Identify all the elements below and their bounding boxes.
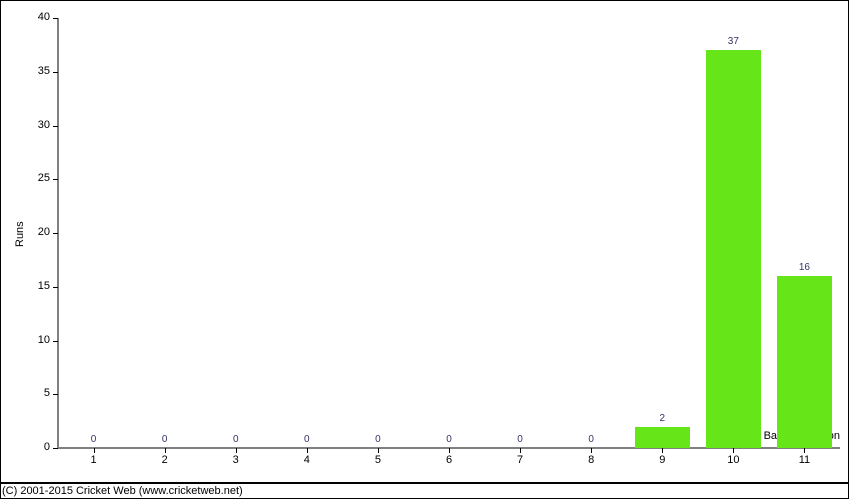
bar-value-label: 0 xyxy=(208,434,263,445)
y-tick xyxy=(53,287,58,288)
y-tick-label: 15 xyxy=(0,280,50,292)
y-tick-label: 25 xyxy=(0,172,50,184)
x-tick xyxy=(662,448,663,453)
x-tick xyxy=(165,448,166,453)
x-tick xyxy=(520,448,521,453)
x-tick-label: 2 xyxy=(145,454,185,466)
y-tick-label: 5 xyxy=(0,387,50,399)
y-tick xyxy=(53,179,58,180)
x-tick-label: 8 xyxy=(571,454,611,466)
bar xyxy=(777,276,832,448)
y-tick-label: 40 xyxy=(0,11,50,23)
y-tick-label: 30 xyxy=(0,119,50,131)
y-tick-label: 20 xyxy=(0,226,50,238)
bar-value-label: 0 xyxy=(421,434,476,445)
y-tick-label: 10 xyxy=(0,334,50,346)
bar-value-label: 0 xyxy=(137,434,192,445)
bar xyxy=(706,50,761,448)
x-tick xyxy=(804,448,805,453)
bar-value-label: 37 xyxy=(706,36,761,47)
x-tick-label: 7 xyxy=(500,454,540,466)
y-tick xyxy=(53,18,58,19)
bar-value-label: 0 xyxy=(563,434,618,445)
bar-value-label: 2 xyxy=(635,413,690,424)
x-tick-label: 5 xyxy=(358,454,398,466)
bar-value-label: 0 xyxy=(350,434,405,445)
bar-value-label: 0 xyxy=(492,434,547,445)
y-tick xyxy=(53,341,58,342)
x-tick-label: 4 xyxy=(287,454,327,466)
y-tick-label: 0 xyxy=(0,441,50,453)
x-tick xyxy=(236,448,237,453)
x-tick xyxy=(94,448,95,453)
x-tick xyxy=(591,448,592,453)
y-tick-label: 35 xyxy=(0,65,50,77)
y-tick xyxy=(53,72,58,73)
y-tick xyxy=(53,448,58,449)
copyright-text: (C) 2001-2015 Cricket Web (www.cricketwe… xyxy=(2,485,243,497)
x-tick-label: 6 xyxy=(429,454,469,466)
x-tick-label: 1 xyxy=(74,454,114,466)
x-tick xyxy=(378,448,379,453)
chart-container: Runs Batting Position (C) 2001-2015 Cric… xyxy=(0,0,850,500)
x-tick-label: 3 xyxy=(216,454,256,466)
bar xyxy=(635,427,690,449)
y-tick xyxy=(53,126,58,127)
x-tick-label: 9 xyxy=(642,454,682,466)
bar-value-label: 0 xyxy=(66,434,121,445)
y-tick xyxy=(53,233,58,234)
x-tick xyxy=(733,448,734,453)
x-tick xyxy=(449,448,450,453)
y-tick xyxy=(53,394,58,395)
bar-value-label: 0 xyxy=(279,434,334,445)
x-tick xyxy=(307,448,308,453)
bar-value-label: 16 xyxy=(777,262,832,273)
x-tick-label: 11 xyxy=(784,454,824,466)
x-tick-label: 10 xyxy=(713,454,753,466)
